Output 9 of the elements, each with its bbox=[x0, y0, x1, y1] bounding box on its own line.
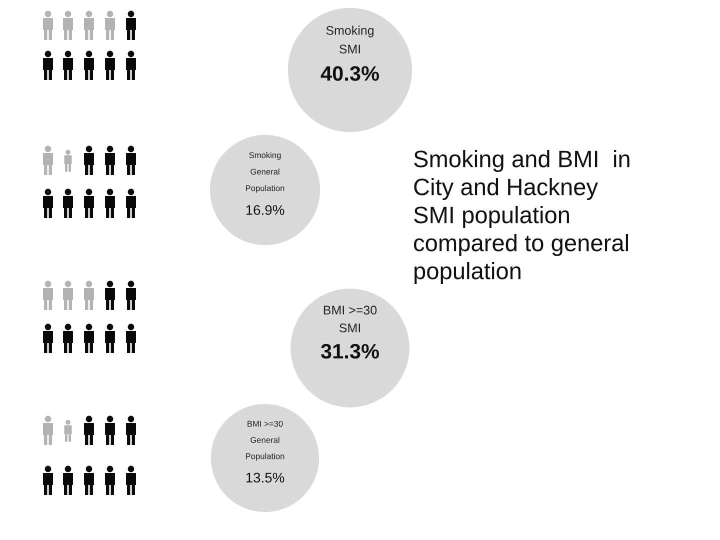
category-label: BMI >=30 SMI bbox=[324, 306, 377, 332]
category-label: Smoking General Population bbox=[246, 152, 284, 193]
category-label: BMI >=30 General Population bbox=[246, 420, 284, 461]
data-label: 13.5% bbox=[246, 472, 284, 483]
data-label: 16.9% bbox=[246, 205, 284, 215]
data-label: 31.3% bbox=[320, 344, 379, 359]
category-label: Smoking SMI bbox=[326, 26, 374, 54]
data-label: 40.3% bbox=[320, 66, 379, 81]
text: Smoking and BMI in City and Hackney SMI population compared to general population bbox=[414, 150, 630, 284]
